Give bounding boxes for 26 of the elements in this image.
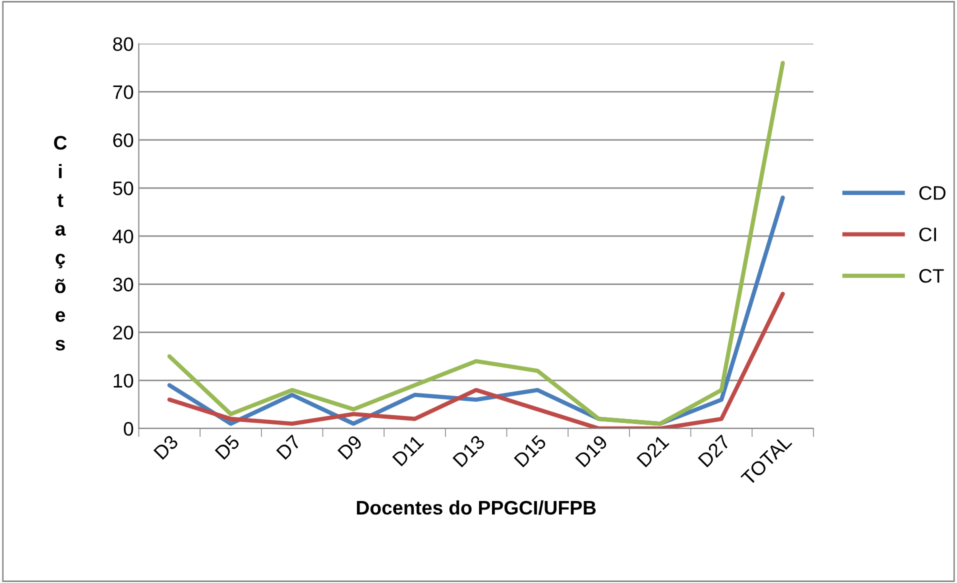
legend-label: CI: [919, 228, 936, 242]
line-series: [167, 60, 785, 426]
x-tick-label: D21: [636, 434, 670, 468]
x-tick-label: D15: [514, 434, 547, 468]
y-tick-label: 20: [113, 326, 134, 340]
legend-label: CT: [919, 269, 944, 283]
x-tick-label: D13: [452, 434, 486, 468]
y-tick-label: 30: [113, 278, 134, 292]
y-tick-label: 60: [113, 133, 134, 148]
x-tick-label: D5: [214, 434, 240, 460]
x-tick-label: D27: [698, 434, 731, 468]
y-axis-title: Citações: [54, 136, 67, 351]
x-tick-label: D7: [276, 434, 302, 460]
x-tick-label: D3: [153, 434, 179, 460]
y-tick-label: 80: [113, 37, 134, 51]
y-tick-label: 50: [113, 181, 134, 196]
line-series: [167, 292, 785, 429]
x-tick-label: D11: [392, 434, 424, 466]
y-tick-label: 40: [112, 230, 134, 244]
x-axis-title: Docentes do PPGCI/UFPB: [356, 500, 596, 515]
y-tick-label: 10: [114, 374, 134, 388]
y-tick-label: 0: [124, 422, 134, 436]
legend-label: CD: [919, 186, 946, 200]
x-tick-label: D19: [575, 434, 608, 468]
x-tick-label: D9: [337, 434, 363, 460]
y-tick-label: 70: [113, 85, 134, 100]
